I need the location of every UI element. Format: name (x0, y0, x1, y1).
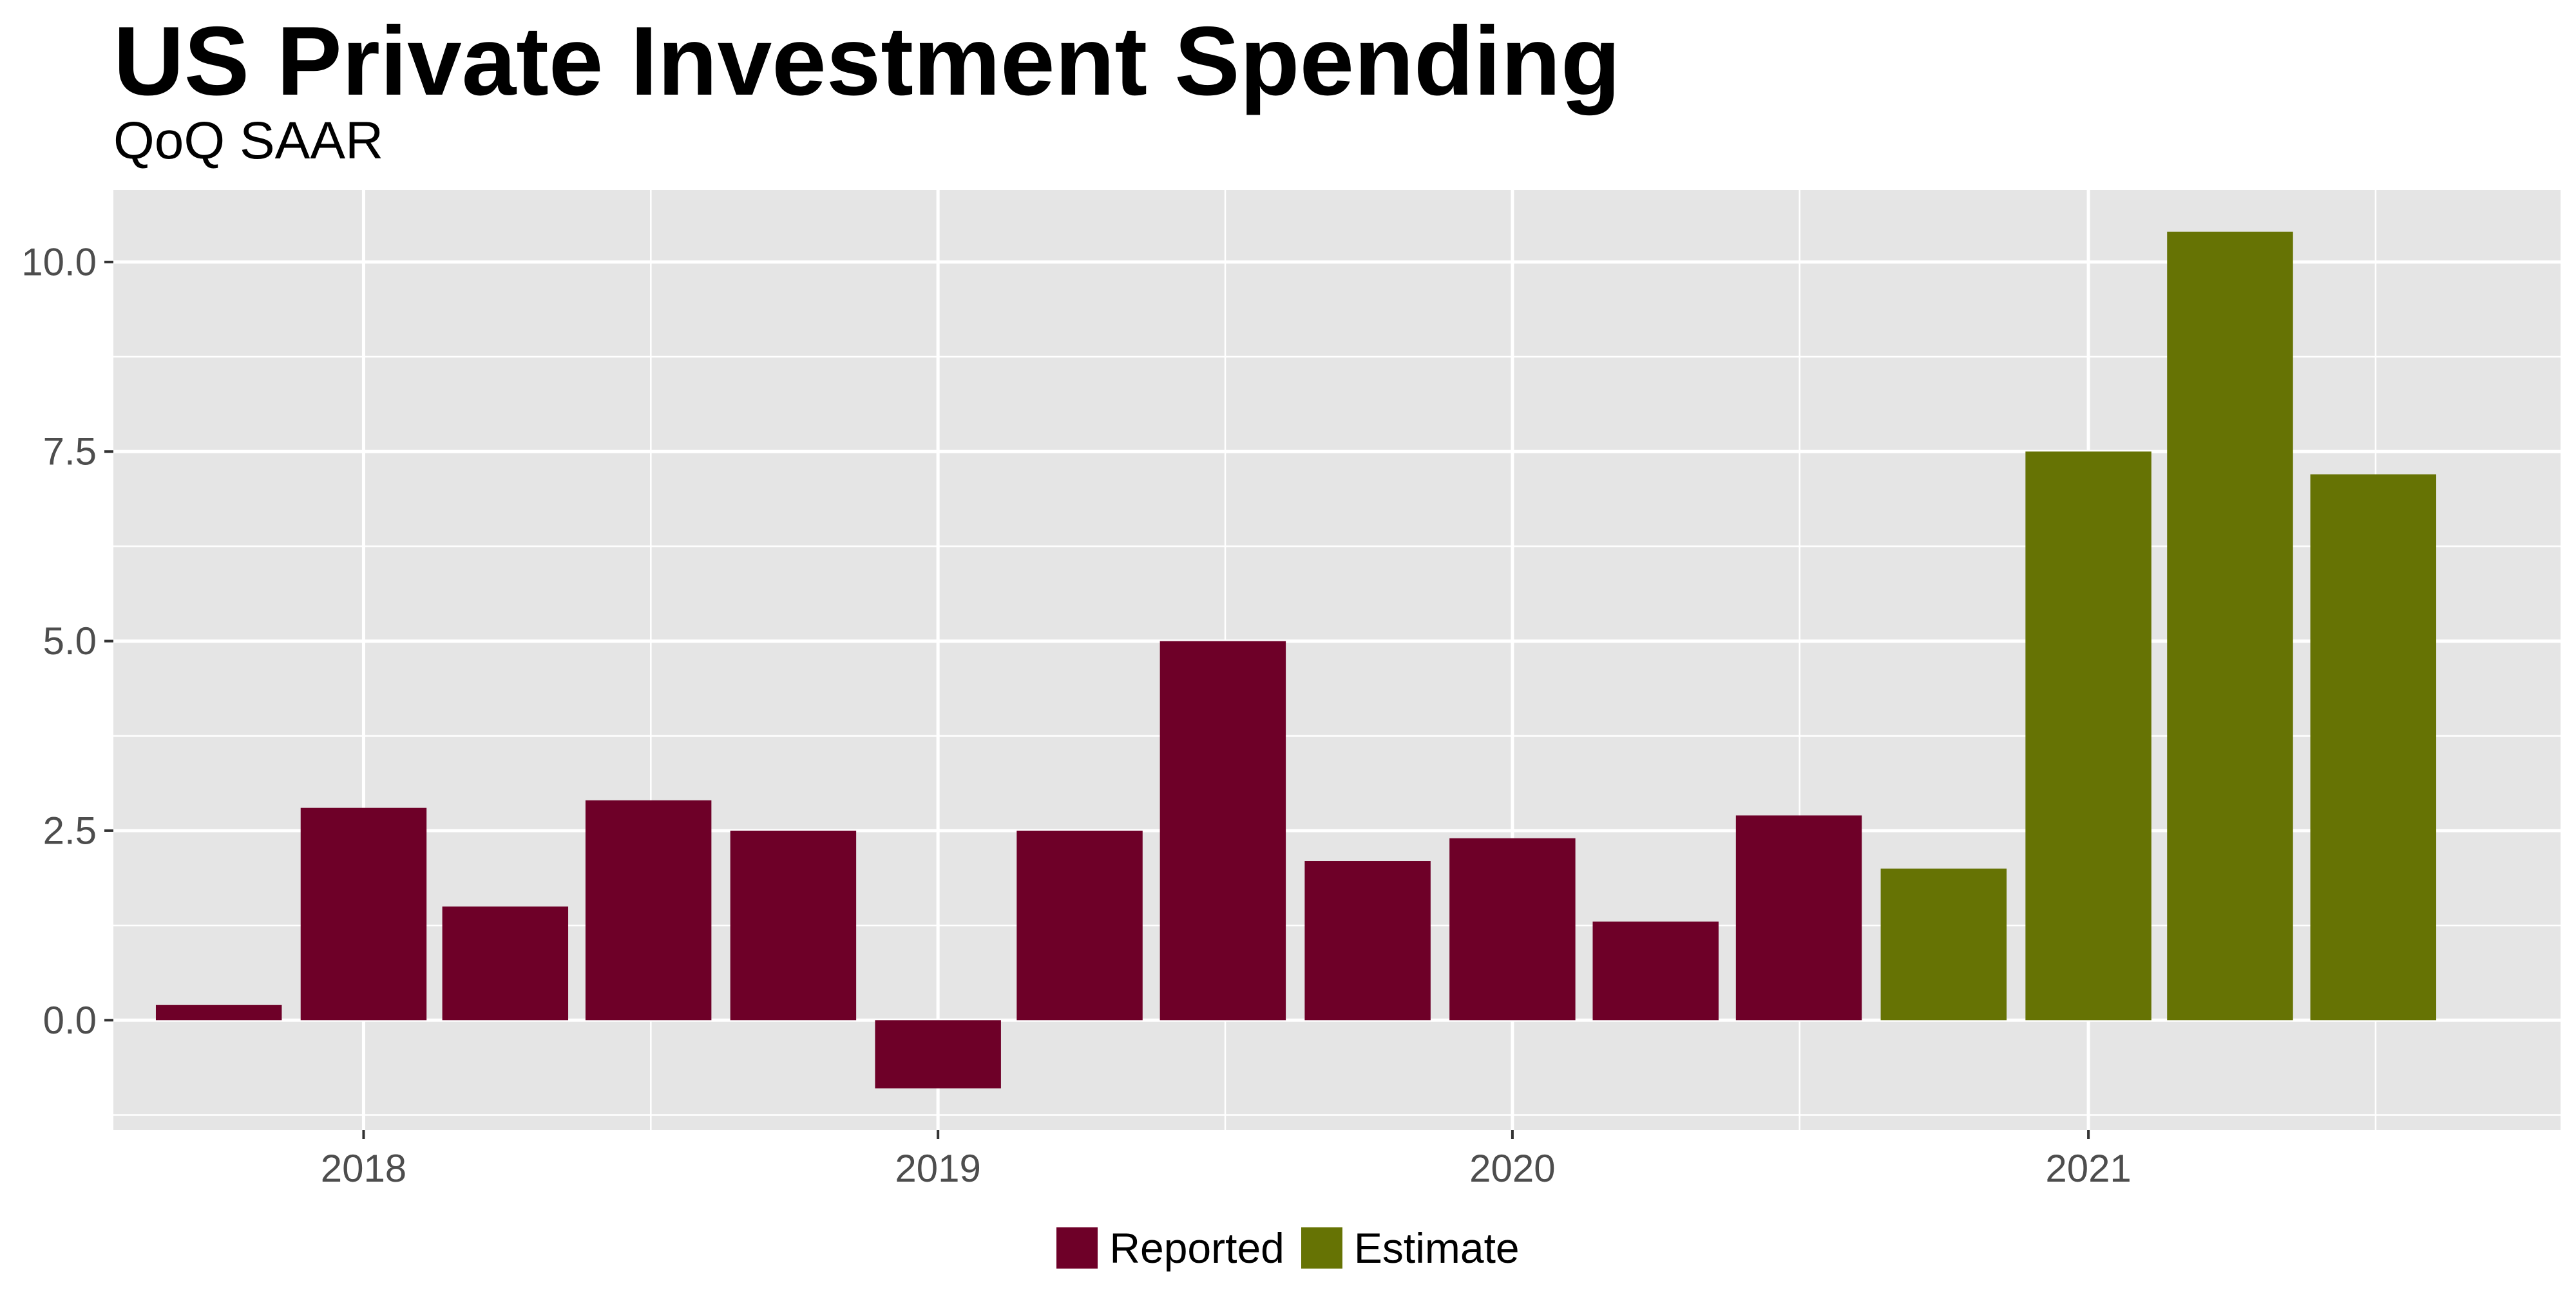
bar-estimate-2021-01-01 (2025, 451, 2151, 1021)
bar-reported-2020-04-01 (1592, 921, 1719, 1021)
bar-reported-2019-04-01 (1016, 830, 1143, 1021)
y-tick-label: 10.0 (21, 240, 97, 283)
bar-reported-2018-10-01 (730, 830, 857, 1021)
bar-estimate-2020-10-01 (1880, 868, 2007, 1021)
bar-reported-2019-07-01 (1159, 641, 1286, 1021)
legend-key-estimate (1301, 1227, 1342, 1269)
chart-subtitle: QoQ SAAR (113, 111, 384, 170)
chart-title: US Private Investment Spending (113, 6, 1621, 116)
legend-item-reported: Reported (1056, 1224, 1284, 1272)
y-tick-label: 5.0 (43, 619, 97, 663)
y-axis-labels: 0.0 2.5 5.0 7.5 10.0 (21, 240, 97, 1041)
legend-label-reported: Reported (1109, 1224, 1284, 1272)
x-axis-labels: 2018 2019 2020 2021 (321, 1147, 2132, 1190)
bar-reported-2018-01-01 (300, 808, 427, 1021)
legend-label-estimate: Estimate (1353, 1224, 1520, 1272)
x-tick-label: 2018 (321, 1147, 406, 1190)
bar-reported-2017-10-01 (155, 1005, 282, 1021)
bar-reported-2018-04-01 (442, 906, 569, 1021)
y-tick-label: 7.5 (43, 430, 97, 473)
bar-reported-2020-01-01 (1449, 838, 1576, 1021)
y-tick-label: 0.0 (43, 999, 97, 1042)
bar-reported-2019-01-01 (875, 1020, 1001, 1089)
bar-reported-2019-10-01 (1304, 861, 1431, 1021)
y-tick-label: 2.5 (43, 809, 97, 852)
bar-reported-2020-07-01 (1735, 815, 1862, 1021)
x-tick-label: 2021 (2045, 1147, 2131, 1190)
bar-reported-2018-07-01 (585, 800, 712, 1021)
x-tick-label: 2020 (1469, 1147, 1555, 1190)
bar-estimate-2021-07-01 (2310, 474, 2436, 1021)
axis-ticks (104, 260, 2090, 1139)
legend-key-reported (1056, 1227, 1098, 1269)
bar-estimate-2021-04-01 (2167, 231, 2293, 1021)
bars (155, 231, 2436, 1089)
legend: Reported Estimate (0, 1224, 2576, 1272)
x-tick-label: 2019 (895, 1147, 980, 1190)
legend-item-estimate: Estimate (1301, 1224, 1520, 1272)
